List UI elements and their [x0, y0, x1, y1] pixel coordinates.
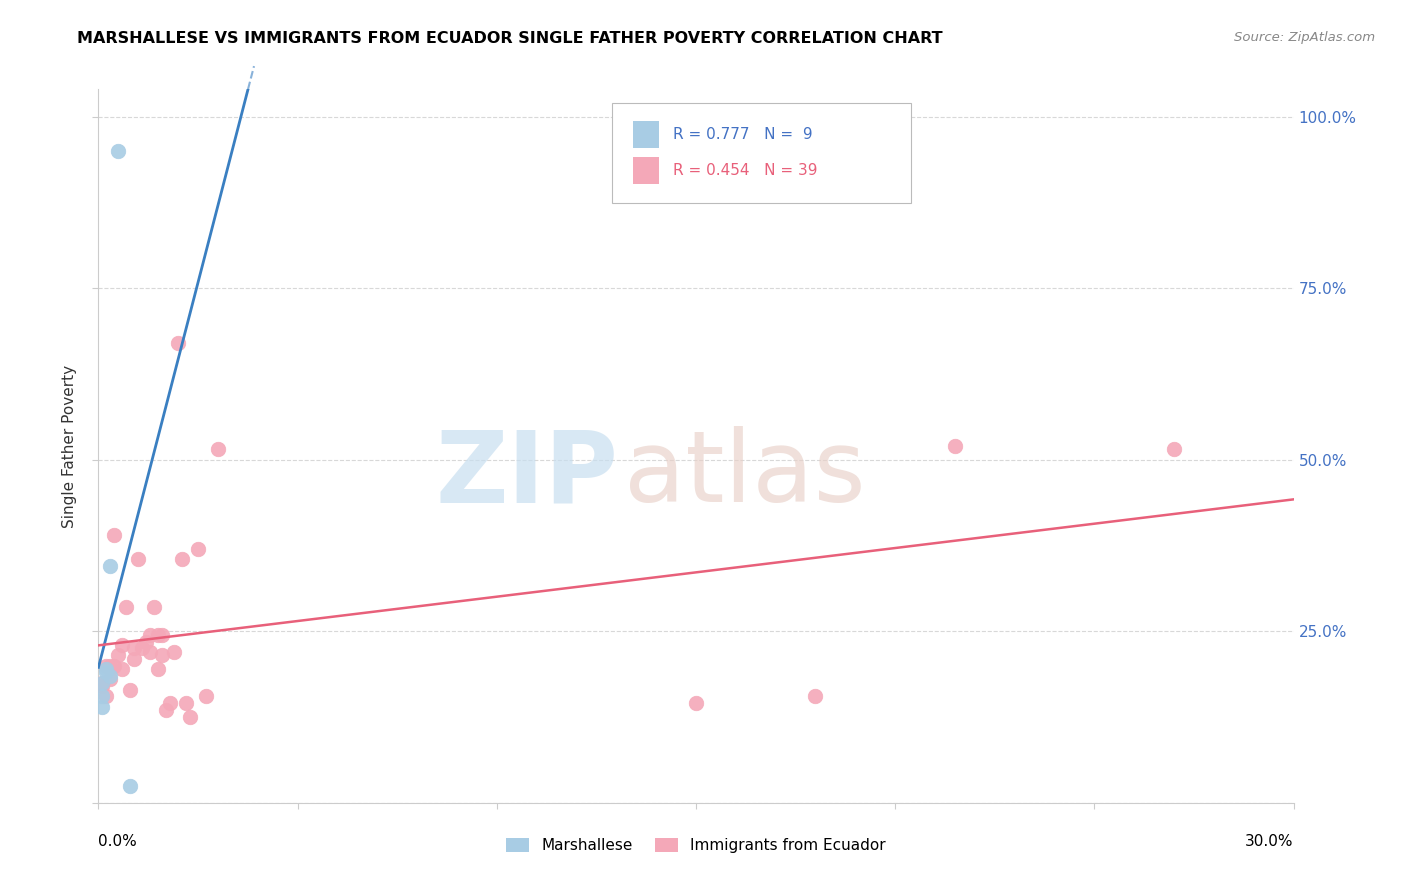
Point — [148, 628, 170, 642]
Point — [139, 628, 162, 642]
Text: MARSHALLESE VS IMMIGRANTS FROM ECUADOR SINGLE FATHER POVERTY CORRELATION CHART: MARSHALLESE VS IMMIGRANTS FROM ECUADOR S… — [77, 31, 943, 46]
Text: R = 0.777   N =  9: R = 0.777 N = 9 — [673, 128, 813, 143]
Point — [115, 600, 138, 615]
Point — [111, 662, 134, 676]
Point — [207, 442, 229, 457]
Point — [135, 634, 157, 648]
Point — [98, 559, 122, 574]
Point — [150, 648, 173, 663]
Text: 0.0%: 0.0% — [98, 834, 138, 848]
Point — [124, 651, 146, 665]
Point — [187, 541, 209, 556]
Bar — [633, 121, 659, 148]
Point — [127, 552, 149, 566]
Point — [159, 696, 181, 710]
Point — [91, 679, 114, 693]
Point — [150, 628, 173, 642]
Point — [131, 641, 153, 656]
Point — [804, 690, 827, 704]
Point — [107, 648, 129, 663]
Point — [179, 710, 201, 724]
Point — [111, 638, 134, 652]
Point — [685, 696, 707, 710]
Point — [91, 675, 114, 690]
Point — [139, 645, 162, 659]
Point — [195, 690, 218, 704]
Point — [91, 699, 114, 714]
Point — [172, 552, 194, 566]
Point — [96, 665, 118, 680]
Point — [91, 675, 114, 690]
Point — [103, 528, 125, 542]
FancyBboxPatch shape — [613, 103, 911, 203]
Text: atlas: atlas — [624, 426, 866, 523]
Y-axis label: Single Father Poverty: Single Father Poverty — [62, 365, 77, 527]
Point — [155, 703, 177, 717]
Text: ZIP: ZIP — [436, 426, 619, 523]
Point — [98, 658, 122, 673]
Point — [120, 779, 142, 793]
Point — [91, 690, 114, 704]
Point — [124, 641, 146, 656]
Point — [98, 669, 122, 683]
Point — [98, 673, 122, 687]
Text: 30.0%: 30.0% — [1246, 834, 1294, 848]
Point — [96, 662, 118, 676]
Point — [163, 645, 186, 659]
Text: R = 0.454   N = 39: R = 0.454 N = 39 — [673, 163, 818, 178]
Bar — [633, 157, 659, 184]
Point — [1163, 442, 1185, 457]
Point — [148, 662, 170, 676]
Point — [103, 658, 125, 673]
Text: Source: ZipAtlas.com: Source: ZipAtlas.com — [1234, 31, 1375, 45]
Point — [174, 696, 197, 710]
Point — [143, 600, 166, 615]
Point — [96, 658, 118, 673]
Point — [167, 336, 190, 351]
Point — [107, 144, 129, 158]
Legend: Marshallese, Immigrants from Ecuador: Marshallese, Immigrants from Ecuador — [499, 832, 893, 859]
Point — [943, 439, 966, 453]
Point — [96, 690, 118, 704]
Point — [120, 682, 142, 697]
